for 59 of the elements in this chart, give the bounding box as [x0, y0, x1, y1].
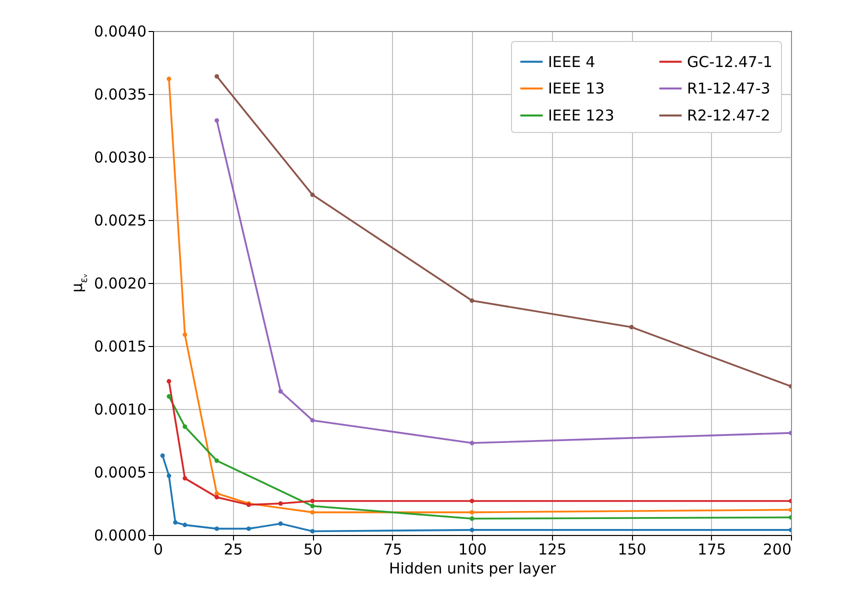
point [310, 510, 315, 515]
point [470, 498, 474, 504]
point [470, 298, 474, 303]
point [214, 491, 220, 496]
point [166, 474, 172, 478]
x-tick-label: 125 [538, 540, 567, 558]
point [470, 510, 474, 515]
point [310, 498, 315, 504]
point [166, 379, 172, 384]
point [214, 74, 220, 79]
y-axis-title: μεᵥ [68, 273, 90, 293]
x-tick-label: 175 [697, 540, 726, 558]
x-tick-label: 150 [618, 540, 646, 558]
x-tick-label: 200 [762, 540, 792, 558]
point [470, 528, 474, 532]
x-tick-label: 25 [224, 540, 243, 558]
point [246, 526, 251, 531]
x-axis-title: Hidden units per layer [389, 560, 557, 578]
y-tick-label: 0.0035 [94, 86, 146, 104]
point [182, 332, 188, 337]
point [278, 389, 283, 394]
y-tick-label: 0.0010 [94, 400, 146, 418]
legend-label: R1-12.47-3 [687, 80, 770, 98]
legend-label: GC-12.47-1 [687, 52, 772, 71]
point [310, 504, 315, 508]
point [310, 528, 315, 534]
x-tick-label: 0 [154, 540, 164, 558]
y-tick-label: 0.0015 [94, 338, 146, 356]
y-tick-label: 0.0040 [94, 22, 146, 40]
x-tick-label: 100 [458, 540, 487, 558]
x-tick-label: 75 [383, 540, 402, 558]
y-tick-label: 0.0030 [94, 148, 146, 166]
point [166, 76, 172, 82]
point [166, 394, 172, 399]
point [310, 418, 315, 423]
point [629, 324, 634, 330]
point [214, 526, 220, 531]
point [470, 516, 474, 521]
legend-label: IEEE 123 [548, 106, 614, 124]
point [182, 424, 188, 429]
point [173, 520, 178, 525]
point [182, 476, 188, 481]
point [310, 192, 315, 198]
x-tick-label: 50 [303, 540, 323, 558]
legend-label: IEEE 4 [548, 52, 596, 71]
point [278, 521, 283, 526]
y-tick-label: 0.0005 [94, 464, 146, 482]
point [182, 522, 188, 528]
y-tick-label: 0.0025 [94, 212, 146, 230]
point [470, 440, 474, 446]
point [160, 453, 165, 458]
point [278, 501, 283, 506]
point [214, 458, 220, 463]
legend-label: IEEE 13 [548, 80, 605, 98]
y-tick-label: 0.0000 [94, 526, 146, 544]
y-tick-label: 0.0020 [94, 274, 146, 292]
point [214, 118, 220, 123]
point [214, 494, 220, 500]
legend-label: R2-12.47-2 [687, 106, 770, 124]
